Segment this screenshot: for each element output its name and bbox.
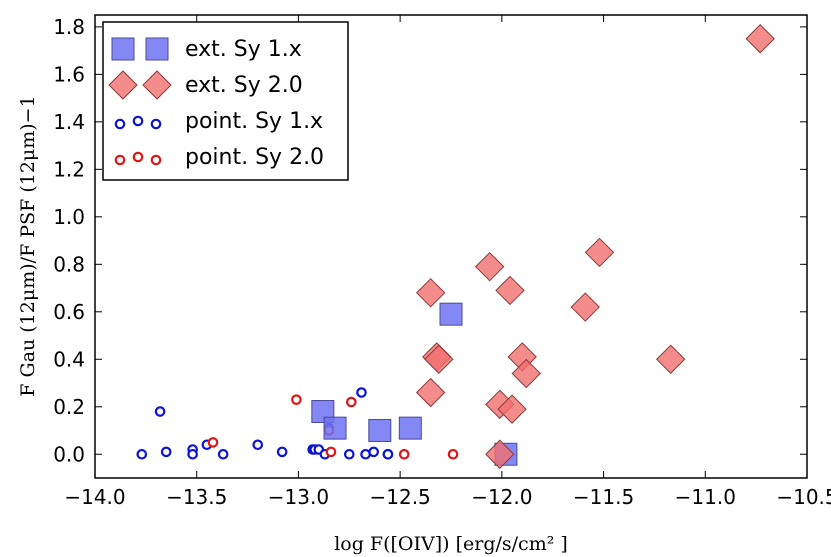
ext-sy2-point xyxy=(474,251,505,282)
point-sy2-point xyxy=(207,437,219,448)
legend-marker xyxy=(142,70,172,100)
x-tick-label: −13.0 xyxy=(268,485,329,509)
ext-sy2-point xyxy=(424,344,454,374)
point-sy1-point xyxy=(217,448,229,460)
x-tick-label: −11.5 xyxy=(573,485,634,509)
ext-sy2-point xyxy=(570,292,600,322)
legend-marker xyxy=(114,154,126,166)
legend-marker xyxy=(132,151,144,163)
legend-label-point-sy1: point. Sy 1.x xyxy=(185,109,323,134)
y-tick-label: 1.2 xyxy=(53,157,85,181)
y-axis-label: F Gau (12μm)/F PSF (12μm)−1 xyxy=(17,95,39,396)
point-sy1-point xyxy=(368,446,379,458)
y-tick-label: 0.6 xyxy=(53,300,85,324)
x-tick-label: −12.0 xyxy=(471,485,532,509)
point-sy1-point xyxy=(154,406,166,417)
x-tick-label: −12.5 xyxy=(369,485,430,509)
point-sy1-point xyxy=(382,448,394,460)
ext-sy2-point xyxy=(497,394,527,424)
ext-sy2-point xyxy=(415,377,446,408)
legend: ext. Sy 1.x ext. Sy 2.0 point. Sy 1.x po… xyxy=(102,21,349,181)
x-tick-label: −13.5 xyxy=(166,485,227,509)
legend-markers xyxy=(108,37,172,166)
legend-marker xyxy=(145,37,169,61)
point-sy2-point xyxy=(291,394,302,405)
legend-label-point-sy2: point. Sy 2.0 xyxy=(185,145,324,170)
ext-sy1-point xyxy=(439,302,463,326)
ext-sy2-point xyxy=(485,439,515,469)
legend-marker xyxy=(150,118,162,130)
y-tick-label: 1.4 xyxy=(53,110,85,134)
legend-label-ext-sy2: ext. Sy 2.0 xyxy=(185,73,303,98)
y-tick-label: 1.0 xyxy=(53,205,85,229)
legend-marker xyxy=(108,70,138,100)
ext-sy2-point xyxy=(584,237,615,268)
point-sy1-point xyxy=(252,439,264,451)
y-tick-label: 1.6 xyxy=(53,62,85,86)
ext-sy2-point xyxy=(511,358,541,389)
x-tick-label: −11.0 xyxy=(675,485,736,509)
plot-frame xyxy=(94,14,808,479)
ext-sy1-point xyxy=(398,416,422,440)
ext-sy2-point xyxy=(745,24,775,54)
legend-marker xyxy=(114,118,126,130)
legend-marker xyxy=(150,154,162,166)
point-sy1-point xyxy=(356,387,367,398)
legend-box xyxy=(102,21,349,181)
marker-layer xyxy=(136,24,775,469)
tick-layer: −14.0 −13.5 −13.0 −12.5 −12.0 −11.5 −11.0 −10.5… xyxy=(53,15,831,509)
x-tick-label: −14.0 xyxy=(64,485,125,509)
ext-sy2-point xyxy=(415,278,446,308)
y-tick-label: 0.8 xyxy=(53,252,85,276)
x-axis-label: log F([OIV]) [erg/s/cm² ] xyxy=(334,533,568,555)
point-sy2-point xyxy=(346,396,357,408)
legend-label-ext-sy1: ext. Sy 1.x xyxy=(185,37,302,62)
point-sy2-point xyxy=(325,446,337,458)
ext-sy2-point xyxy=(655,344,686,374)
y-tick-label: 0.0 xyxy=(53,442,85,466)
point-sy2-point xyxy=(447,448,459,460)
point-sy1-point xyxy=(136,448,148,460)
legend-marker xyxy=(111,37,135,61)
x-tick-label: −10.5 xyxy=(776,485,831,509)
ext-sy2-point xyxy=(495,275,525,306)
point-sy2-point xyxy=(398,448,410,460)
point-sy1-point xyxy=(187,448,198,460)
y-tick-label: 1.8 xyxy=(53,15,85,39)
point-sy1-point xyxy=(160,446,172,458)
y-tick-label: 0.4 xyxy=(53,347,85,371)
point-sy1-point xyxy=(343,448,355,460)
point-sy1-point xyxy=(276,446,288,458)
ext-sy1-point xyxy=(323,416,347,440)
y-tick-label: 0.2 xyxy=(53,395,85,419)
ext-sy1-point xyxy=(368,419,392,443)
legend-marker xyxy=(132,115,144,127)
